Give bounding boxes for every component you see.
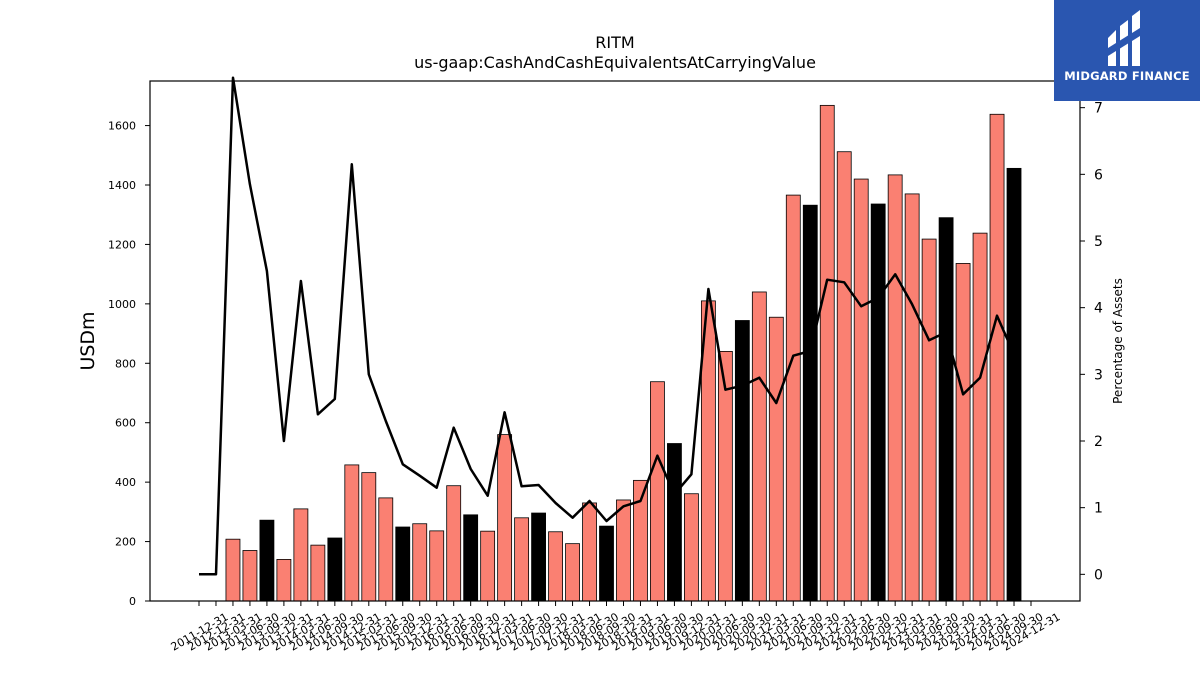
y-axis-label-right: Percentage of Assets — [1111, 278, 1125, 404]
bar-2022-12-31 — [887, 174, 903, 602]
bar-2014-12-31 — [344, 464, 360, 602]
bar-2019-12-31 — [684, 493, 699, 602]
bar-2024-03-31 — [972, 232, 988, 602]
bar-2018-09-30 — [599, 525, 614, 602]
y-tick-label-left: 800 — [115, 357, 136, 370]
bar-series — [225, 104, 1022, 602]
brand-logo: MIDGARD FINANCE — [1054, 0, 1200, 101]
y-tick-label-right: 6 — [1094, 167, 1103, 183]
bar-2015-12-31 — [412, 523, 428, 602]
bar-2022-09-30 — [870, 203, 886, 602]
y-axis-label-left: USDm — [77, 311, 99, 370]
bar-2024-06-30 — [989, 113, 1005, 602]
y-tick-label-left: 400 — [115, 476, 136, 489]
bar-2023-03-31 — [904, 193, 920, 602]
chart-title: RITM — [595, 33, 634, 52]
bar-2021-09-30 — [802, 204, 818, 602]
bar-2013-03-31 — [225, 538, 241, 602]
bar-2019-09-30 — [667, 443, 682, 602]
bar-2021-06-30 — [785, 194, 801, 602]
percentage-line — [199, 76, 1016, 576]
y-tick-label-right: 3 — [1094, 367, 1103, 383]
bar-2023-09-30 — [938, 217, 954, 602]
y-tick-label-left: 1000 — [108, 298, 136, 311]
bar-2016-03-31 — [429, 530, 445, 602]
bar-2021-03-31 — [768, 316, 784, 602]
bar-2023-12-31 — [955, 263, 971, 602]
bar-2016-06-30 — [446, 485, 462, 602]
bar-2014-09-30 — [327, 537, 343, 602]
logo-mark-icon — [1108, 10, 1140, 66]
y-tick-label-right: 4 — [1094, 301, 1103, 317]
line-series — [199, 76, 1016, 576]
bar-2024-09-30 — [1006, 167, 1022, 602]
bar-2020-12-31 — [751, 291, 767, 602]
bar-2018-06-30 — [582, 502, 597, 602]
bar-2015-03-31 — [361, 472, 377, 602]
y-tick-label-right: 7 — [1094, 101, 1103, 117]
bar-2014-03-31 — [293, 508, 309, 602]
y-tick-label-left: 1200 — [108, 238, 136, 251]
y-tick-label-left: 600 — [115, 417, 136, 430]
y-tick-label-left: 200 — [115, 536, 136, 549]
bar-2016-12-31 — [480, 530, 496, 602]
bar-2013-09-30 — [259, 519, 275, 602]
bar-2019-06-30 — [650, 381, 665, 602]
bar-2021-12-31 — [819, 104, 835, 602]
bar-2018-12-31 — [616, 499, 631, 602]
bar-2017-03-31 — [497, 434, 513, 602]
plot-frame — [149, 80, 1081, 602]
y-tick-label-right: 2 — [1094, 434, 1103, 450]
y-tick-label-right: 1 — [1094, 501, 1103, 517]
bar-2017-09-30 — [531, 512, 546, 602]
bar-2015-09-30 — [395, 526, 411, 602]
y-tick-label-left: 1400 — [108, 179, 136, 192]
bar-2017-06-30 — [514, 517, 530, 602]
bar-2014-06-30 — [310, 544, 326, 602]
y-tick-label-right: 5 — [1094, 234, 1103, 250]
y-tick-label-right: 0 — [1094, 567, 1103, 583]
bar-2022-03-31 — [836, 151, 852, 602]
bar-2013-12-31 — [276, 559, 292, 602]
bar-2022-06-30 — [853, 178, 869, 602]
bar-2013-06-30 — [242, 550, 258, 602]
y-tick-label-left: 1600 — [108, 120, 136, 133]
logo-text: MIDGARD FINANCE — [1064, 69, 1190, 83]
chart-subtitle: us-gaap:CashAndCashEquivalentsAtCarrying… — [414, 53, 816, 72]
bar-2015-06-30 — [378, 497, 394, 602]
bar-2017-12-31 — [548, 531, 563, 602]
axes: 0200400600800100012001400160001234567201… — [108, 80, 1103, 654]
bar-2018-03-31 — [565, 543, 580, 602]
bar-2023-06-30 — [921, 238, 937, 602]
bar-2016-09-30 — [463, 514, 479, 602]
bar-2020-09-30 — [734, 320, 750, 602]
y-tick-label-left: 0 — [129, 595, 136, 608]
